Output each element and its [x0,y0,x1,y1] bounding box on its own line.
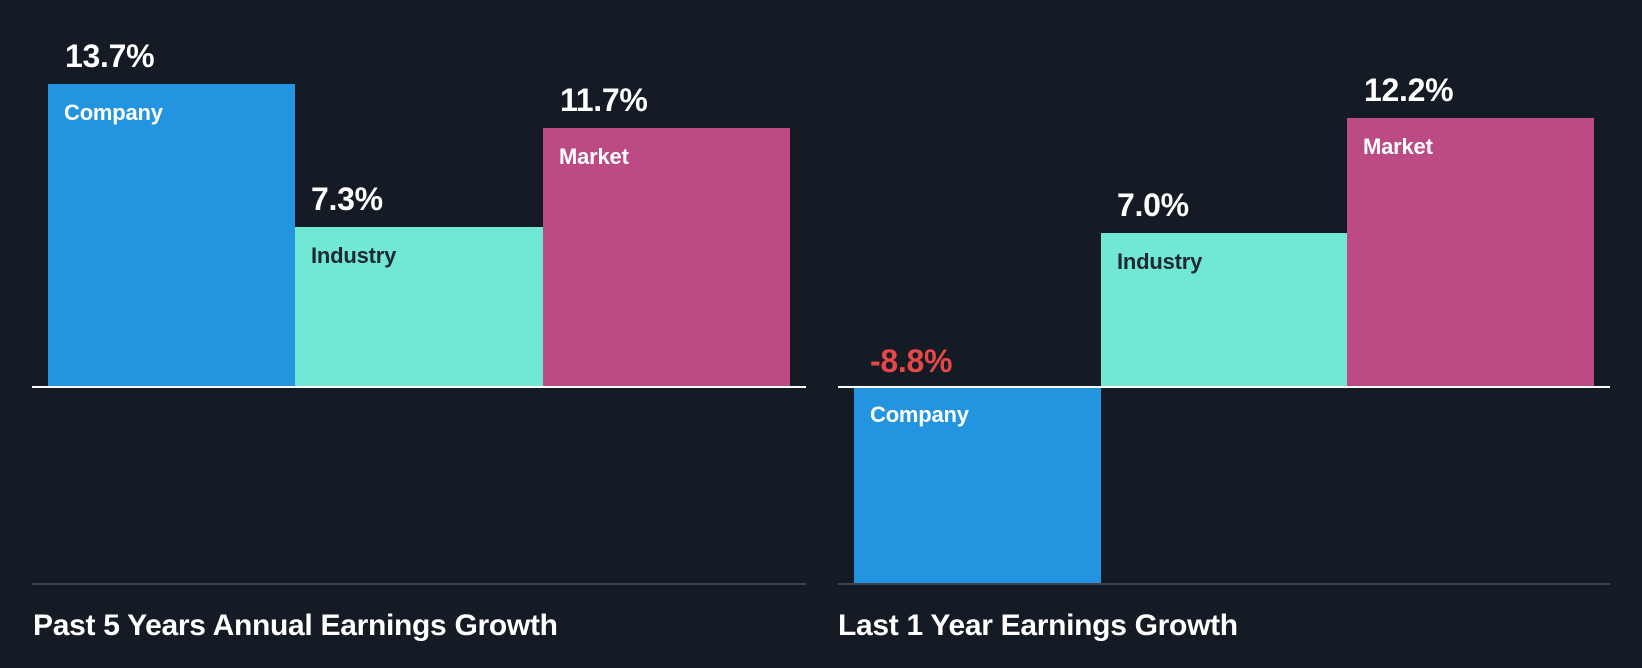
bar-market: Market [1347,118,1594,386]
bar-label-industry: Industry [1117,249,1203,274]
chart-title: Past 5 Years Annual Earnings Growth [33,609,558,642]
zero-baseline [838,386,1610,388]
bar-label-market: Market [1363,134,1433,159]
bar-company: Company [48,84,295,386]
value-label-company: 13.7% [65,38,155,74]
value-label-industry: 7.0% [1117,187,1189,223]
value-label-market: 11.7% [560,82,648,118]
bar-label-industry: Industry [311,243,397,268]
bar-company: Company [854,388,1101,584]
x-axis-line [838,583,1610,585]
bar-label-company: Company [870,402,969,427]
x-axis-line [32,583,806,585]
value-label-company: -8.8% [870,343,953,379]
value-label-market: 12.2% [1364,72,1454,108]
value-label-industry: 7.3% [311,181,383,217]
chart-panel-past-5-years: 13.7% Company 7.3% Industry 11.7% Market… [32,38,806,642]
bar-industry: Industry [295,227,543,386]
chart-title: Last 1 Year Earnings Growth [838,609,1238,642]
bar-industry: Industry [1101,233,1347,386]
zero-baseline [32,386,806,388]
bar-market: Market [543,128,790,386]
bar-label-company: Company [64,100,163,125]
bar-label-market: Market [559,144,629,169]
